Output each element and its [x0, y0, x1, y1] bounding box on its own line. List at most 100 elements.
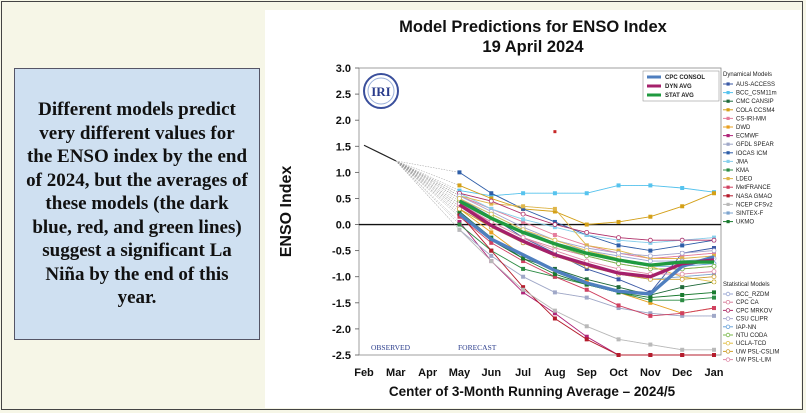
average-line: [458, 203, 715, 279]
dynamical-model-point: [457, 212, 462, 217]
dynamical-model-point: [680, 298, 685, 303]
x-tick-label: Nov: [640, 367, 662, 379]
dynamical-legend-label: AUS-ACCESS: [736, 82, 775, 88]
dynamical-model-point: [680, 186, 685, 191]
forecast-label: FORECAST: [458, 343, 497, 352]
dynamical-legend-marker: [726, 91, 730, 95]
dynamical-model-point: [552, 290, 557, 295]
plot-area: [358, 67, 722, 356]
dynamical-model-point: [457, 219, 462, 224]
dynamical-model-point: [616, 238, 621, 243]
statistical-legend-label: UW PSL-CSLIM: [736, 349, 779, 355]
model-fan-line: [395, 160, 715, 244]
dynamical-model-point: [648, 342, 653, 347]
y-tick-label: 3.0: [336, 63, 351, 75]
x-tick-label: Dec: [672, 367, 692, 379]
dynamical-legend-marker: [726, 125, 730, 129]
statistical-model-point: [552, 222, 558, 227]
dynamical-model-point: [521, 290, 526, 295]
dynamical-legend-marker: [726, 142, 730, 146]
dynamical-model-point: [648, 295, 653, 300]
dynamical-model-point: [712, 306, 716, 311]
statistical-model-point: [616, 235, 621, 240]
statistical-model-point: [488, 198, 494, 204]
dynamical-model-point: [552, 232, 557, 237]
dynamical-model-point: [521, 266, 526, 271]
dynamical-model-point: [616, 277, 621, 282]
x-tick-label: Jul: [515, 367, 531, 379]
statistical-model-point: [616, 250, 621, 256]
statistical-model-point: [711, 269, 717, 274]
enso-chart: 3.0 2.5 2.0 1.5 1.0 0.5 0.0 -0.5 -1.0 -1.5 -2.0 -2.…: [278, 63, 779, 399]
x-tick-label: Jun: [481, 367, 501, 379]
dynamical-model-point: [489, 206, 494, 211]
y-tick-label: 0.0: [336, 220, 351, 232]
statistical-model-point: [584, 229, 590, 235]
dynamical-model-point: [521, 256, 526, 261]
dynamical-model-point: [489, 201, 494, 206]
dynamical-model-point: [616, 285, 621, 290]
dynamical-model-point: [648, 240, 653, 245]
statistical-model-point: [711, 263, 717, 269]
dynamical-model-point: [552, 225, 557, 230]
dynamical-model-point: [584, 287, 589, 292]
dynamical-model-point: [712, 272, 716, 277]
dynamical-model-point: [552, 311, 557, 316]
statistical-model-point: [616, 261, 621, 267]
y-tick-label: 2.0: [336, 115, 351, 127]
x-tick-label: Jan: [705, 367, 724, 379]
statistical-model-point: [711, 237, 717, 243]
dynamical-model-point: [584, 232, 589, 237]
dynamical-model-point: [457, 227, 462, 232]
chart-subtitle: 19 April 2024: [482, 38, 584, 56]
statistical-legend-label: UW PSL-LIM: [736, 358, 771, 364]
dynamical-model-point: [552, 316, 557, 321]
dynamical-legend-marker: [726, 220, 730, 224]
statistical-legend-marker: [725, 300, 731, 305]
dynamical-legend-label: NCEP CFSv2: [736, 202, 773, 208]
dynamical-legend-label: BCC_CSM11m: [736, 91, 777, 97]
dynamical-model-point: [648, 256, 653, 261]
dynamical-model-point: [648, 183, 653, 188]
y-tick-label: -2.0: [332, 324, 351, 336]
dynamical-legend-label: COLA CCSM4: [736, 108, 775, 114]
dynamical-model-point: [680, 285, 685, 290]
statistical-legend-marker: [725, 357, 731, 362]
dynamical-legend-marker: [726, 99, 730, 103]
dynamical-model-point: [648, 313, 653, 318]
dynamical-legend-marker: [726, 151, 730, 155]
dynamical-model-point: [680, 256, 685, 261]
observed-label: OBSERVED: [371, 343, 411, 352]
dynamical-legend-marker: [726, 202, 730, 206]
y-tick-label: -2.5: [332, 350, 351, 362]
statistical-model-point: [647, 258, 653, 264]
dynamical-legend-label: JMA: [736, 159, 748, 165]
dynamical-model-point: [712, 251, 716, 256]
dynamical-model-point: [552, 191, 557, 196]
dynamical-model-point: [712, 313, 716, 318]
dynamical-model-point: [584, 191, 589, 196]
dynamical-legend-label: IOCAS ICM: [736, 151, 767, 157]
observed-line: [363, 144, 397, 162]
dynamical-legend-label: CS-IRI-MM: [736, 116, 766, 122]
dynamical-model-point: [552, 209, 557, 214]
statistical-model-point: [488, 211, 494, 217]
statistical-model-point: [679, 271, 685, 277]
statistical-legend-label: CPC MRKOV: [736, 308, 772, 314]
statistical-legend-label: UCLA-TCD: [736, 341, 767, 347]
x-axis-label: Center of 3-Month Running Average – 2024…: [389, 384, 676, 399]
statistical-model-point: [457, 206, 462, 212]
dynamical-model-point: [521, 206, 526, 211]
model-fan-line: [395, 160, 715, 251]
dynamical-model-point: [552, 308, 557, 313]
callout-box: Different models predict very different …: [14, 68, 260, 340]
x-tick-label: Apr: [418, 367, 438, 379]
dynamical-model-point: [552, 206, 557, 211]
chart-title: Model Predictions for ENSO Index: [399, 18, 667, 36]
dynamical-model-point: [584, 243, 589, 248]
dynamical-model-point: [616, 243, 621, 248]
dynamical-model-point: [680, 204, 685, 209]
dynamical-legend-label: NASA GMAO: [736, 194, 772, 200]
dynamical-model-point: [457, 214, 462, 219]
dynamical-model-point: [584, 266, 589, 271]
